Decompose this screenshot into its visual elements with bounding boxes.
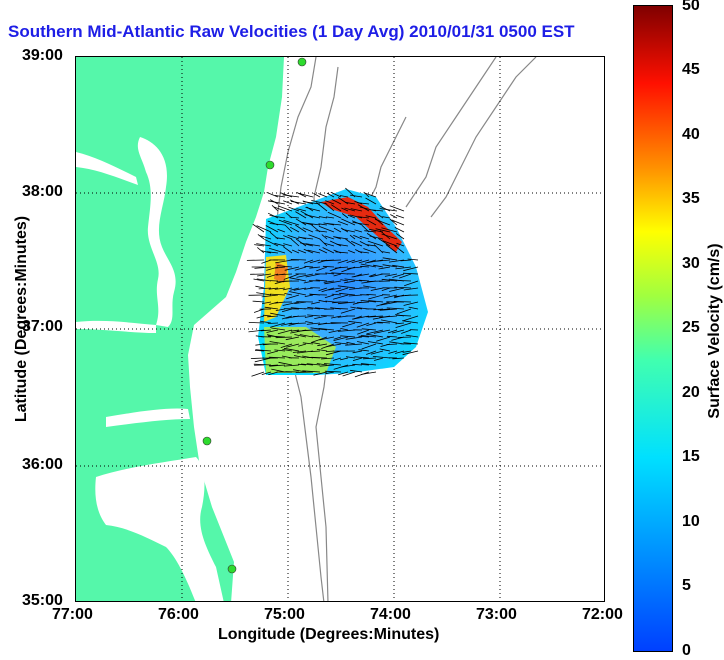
x-axis-label: Longitude (Degrees:Minutes)	[218, 626, 439, 644]
map-svg	[76, 57, 605, 602]
velocity-arrow	[278, 206, 292, 211]
x-tick-label: 76:00	[158, 606, 199, 624]
colorbar-tick: 5	[682, 577, 691, 595]
x-tick-label: 72:00	[582, 606, 623, 624]
x-tick-label: 73:00	[476, 606, 517, 624]
y-tick-label: 36:00	[22, 456, 63, 474]
colorbar-tick: 0	[682, 642, 691, 660]
x-tick-label: 74:00	[370, 606, 411, 624]
station-marker	[228, 565, 236, 573]
chart-title: Southern Mid-Atlantic Raw Velocities (1 …	[8, 22, 575, 42]
velocity-arrow	[321, 316, 334, 317]
map-plot-area	[75, 56, 605, 602]
colorbar-title: Surface Velocity (cm/s)	[706, 216, 724, 446]
x-tick-label: 77:00	[52, 606, 93, 624]
colorbar-tick: 50	[682, 0, 700, 15]
colorbar-tick: 25	[682, 319, 700, 337]
velocity-arrow	[282, 274, 292, 275]
x-tick-label: 75:00	[264, 606, 305, 624]
colorbar-gradient	[634, 6, 672, 651]
contour-line	[406, 57, 496, 207]
y-tick-label: 39:00	[22, 47, 63, 65]
velocity-arrow	[257, 247, 264, 253]
velocity-arrow	[296, 372, 313, 373]
velocity-arrow	[310, 295, 327, 296]
velocity-arrow	[255, 286, 264, 288]
velocity-arrow	[251, 358, 264, 359]
velocity-arrow	[253, 301, 264, 302]
station-marker	[203, 437, 211, 445]
colorbar	[633, 5, 673, 652]
velocity-arrow	[268, 323, 278, 324]
colorbar-tick: 10	[682, 513, 700, 531]
station-marker	[298, 58, 306, 66]
y-axis-label: Latitude (Degrees:Minutes)	[13, 209, 31, 429]
velocity-arrow	[398, 337, 412, 338]
colorbar-tick: 15	[682, 448, 700, 466]
colorbar-tick: 45	[682, 61, 700, 79]
y-tick-label: 38:00	[22, 183, 63, 201]
colorbar-tick: 35	[682, 190, 700, 208]
colorbar-tick: 30	[682, 255, 700, 273]
velocity-arrow	[396, 215, 404, 218]
colorbar-tick: 20	[682, 384, 700, 402]
colorbar-tick: 40	[682, 126, 700, 144]
velocity-arrow	[293, 316, 306, 317]
station-marker	[266, 161, 274, 169]
colorbar-svg	[634, 6, 672, 651]
